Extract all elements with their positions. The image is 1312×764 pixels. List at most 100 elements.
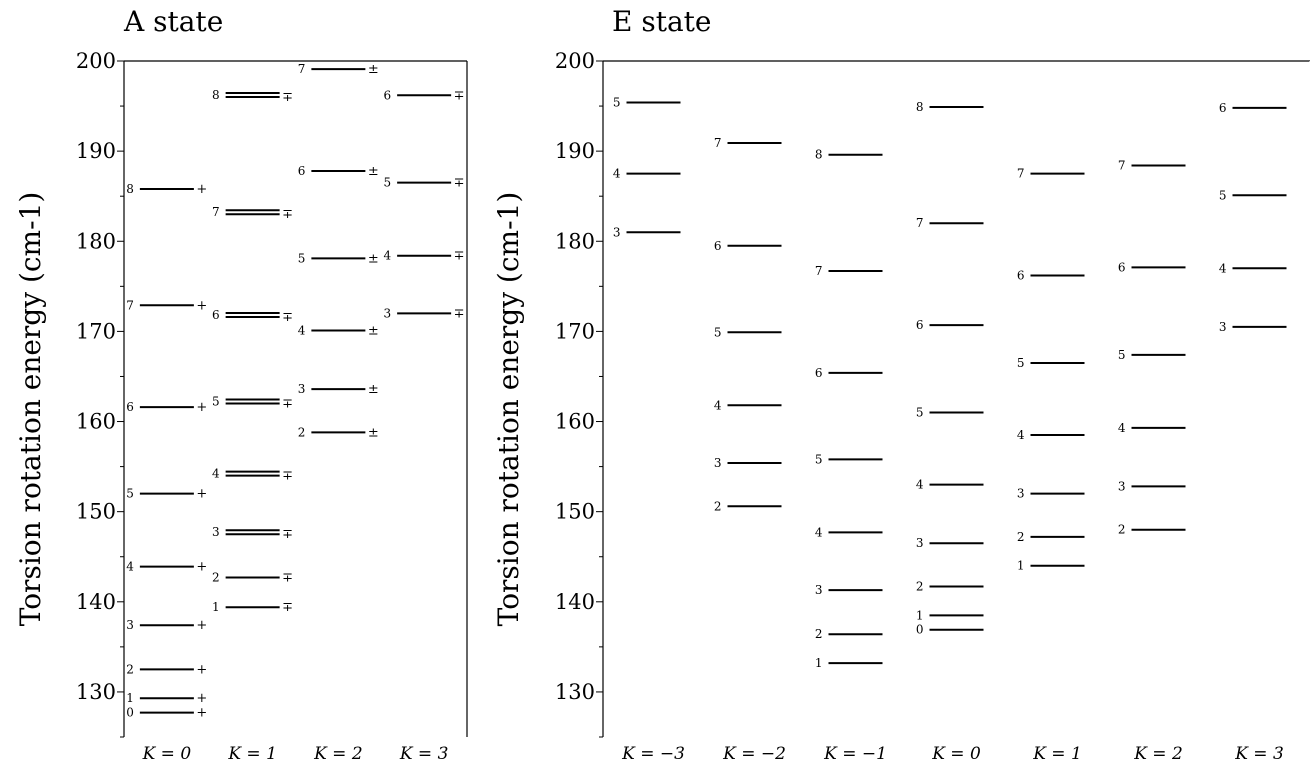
- level-j-label: 4: [613, 167, 621, 181]
- level-j-label: 3: [212, 525, 220, 539]
- level-parity-label: ∓: [454, 88, 465, 103]
- level-j-label: 6: [212, 308, 220, 322]
- level-j-label: 6: [1017, 269, 1025, 283]
- level-j-label: 7: [1118, 159, 1126, 173]
- level-parity-label: +: [196, 400, 207, 415]
- level-j-label: 4: [714, 398, 722, 412]
- level-j-label: 3: [916, 536, 924, 550]
- level-j-label: 5: [383, 176, 391, 190]
- level-j-label: 5: [1219, 188, 1227, 202]
- level-j-label: 3: [298, 382, 306, 396]
- level-parity-label: ∓: [282, 90, 293, 105]
- level-j-label: 2: [916, 579, 924, 593]
- level-j-label: 4: [1017, 428, 1025, 442]
- level-parity-label: ±: [368, 382, 379, 397]
- level-parity-label: ∓: [282, 310, 293, 325]
- y-tick-label: 160: [555, 410, 595, 434]
- level-j-label: 4: [1219, 261, 1227, 275]
- level-j-label: 6: [383, 88, 391, 102]
- level-j-label: 6: [126, 400, 134, 414]
- level-j-label: 7: [298, 62, 306, 76]
- level-parity-label: +: [196, 618, 207, 633]
- level-j-label: 1: [126, 691, 134, 705]
- level-j-label: 3: [1017, 487, 1025, 501]
- y-tick-label: 170: [555, 319, 595, 343]
- level-parity-label: ±: [368, 251, 379, 266]
- level-parity-label: ±: [368, 164, 379, 179]
- level-j-label: 1: [212, 600, 220, 614]
- level-j-label: 5: [1118, 348, 1126, 362]
- level-j-label: 4: [815, 525, 823, 539]
- level-parity-label: +: [196, 298, 207, 313]
- level-j-label: 6: [1118, 260, 1126, 274]
- level-j-label: 5: [212, 395, 220, 409]
- level-j-label: 2: [1118, 523, 1126, 537]
- level-j-label: 4: [916, 478, 924, 492]
- level-parity-label: +: [196, 560, 207, 575]
- level-j-label: 6: [298, 164, 306, 178]
- y-tick-label: 150: [76, 500, 116, 524]
- level-j-label: 7: [815, 264, 823, 278]
- category-label: K = 3: [1234, 744, 1284, 764]
- panel-title: A state: [123, 5, 223, 38]
- category-label: K = −2: [722, 744, 786, 764]
- level-j-label: 5: [1017, 356, 1025, 370]
- level-parity-label: ∓: [282, 527, 293, 542]
- level-j-label: 5: [298, 251, 306, 265]
- level-j-label: 4: [383, 249, 391, 263]
- level-j-label: 8: [815, 148, 823, 162]
- y-tick-label: 130: [555, 680, 595, 704]
- level-parity-label: ∓: [282, 570, 293, 585]
- level-j-label: 3: [815, 583, 823, 597]
- y-tick-label: 200: [76, 49, 116, 73]
- level-parity-label: ∓: [282, 397, 293, 412]
- level-j-label: 7: [714, 136, 722, 150]
- level-j-label: 2: [298, 425, 306, 439]
- level-j-label: 7: [1017, 167, 1025, 181]
- level-j-label: 8: [916, 100, 924, 114]
- category-label: K = 2: [1133, 744, 1183, 764]
- level-parity-label: +: [196, 182, 207, 197]
- level-j-label: 6: [916, 318, 924, 332]
- level-j-label: 3: [126, 618, 134, 632]
- level-parity-label: ±: [368, 323, 379, 338]
- level-j-label: 4: [1118, 421, 1126, 435]
- y-tick-label: 170: [76, 319, 116, 343]
- category-label: K = −3: [621, 744, 685, 764]
- level-j-label: 7: [916, 216, 924, 230]
- level-j-label: 4: [298, 323, 306, 337]
- level-j-label: 0: [126, 706, 134, 720]
- category-label: K = 0: [142, 744, 192, 764]
- level-j-label: 3: [1118, 479, 1126, 493]
- y-tick-label: 180: [76, 229, 116, 253]
- level-parity-label: ∓: [454, 176, 465, 191]
- level-parity-label: +: [196, 706, 207, 721]
- level-j-label: 4: [126, 560, 134, 574]
- y-tick-label: 130: [76, 680, 116, 704]
- level-parity-label: +: [196, 662, 207, 677]
- level-j-label: 1: [916, 608, 924, 622]
- level-j-label: 0: [916, 623, 924, 637]
- y-tick-label: 150: [555, 500, 595, 524]
- level-parity-label: ∓: [454, 306, 465, 321]
- y-tick-label: 140: [555, 590, 595, 614]
- level-j-label: 2: [714, 499, 722, 513]
- level-j-label: 7: [212, 205, 220, 219]
- level-parity-label: +: [196, 487, 207, 502]
- level-j-label: 2: [815, 627, 823, 641]
- level-parity-label: ±: [368, 62, 379, 77]
- y-tick-label: 160: [76, 410, 116, 434]
- y-tick-label: 190: [555, 139, 595, 163]
- level-j-label: 5: [613, 95, 621, 109]
- level-j-label: 1: [815, 656, 823, 670]
- category-label: K = 1: [1032, 744, 1082, 764]
- level-j-label: 2: [1017, 530, 1025, 544]
- level-j-label: 2: [126, 662, 134, 676]
- level-j-label: 5: [126, 487, 134, 501]
- y-tick-label: 180: [555, 229, 595, 253]
- level-j-label: 2: [212, 570, 220, 584]
- level-j-label: 8: [126, 182, 134, 196]
